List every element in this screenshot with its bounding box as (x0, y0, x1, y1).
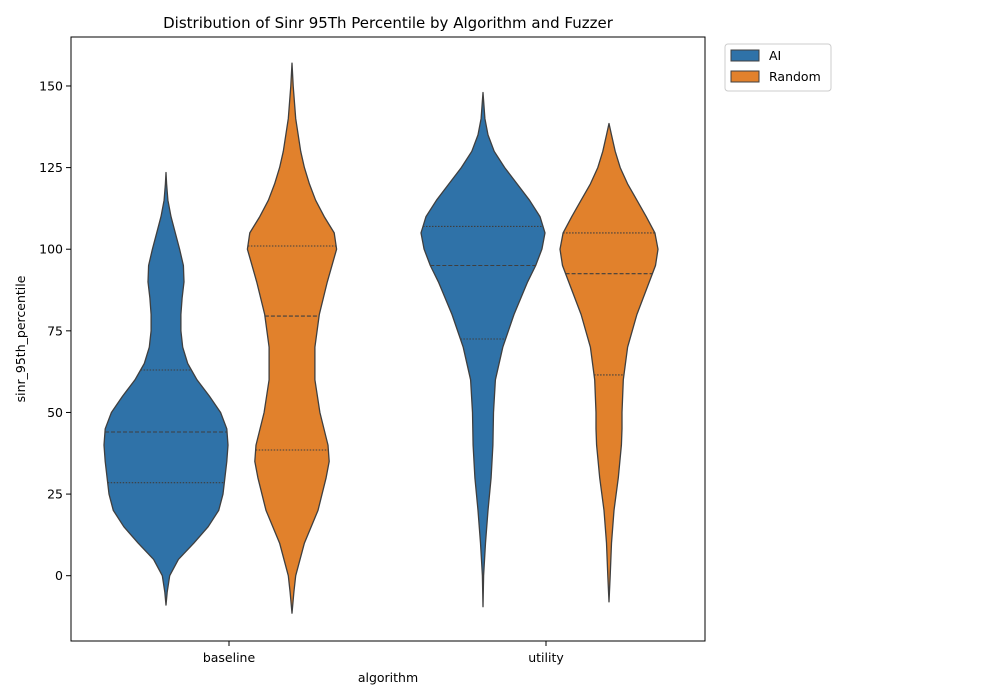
violin-random-utility (559, 122, 659, 603)
violin-ai-utility (420, 91, 546, 608)
plot-frame (70, 36, 706, 642)
y-axis-label: sinr_95th_percentile (13, 275, 28, 402)
y-tick-label: 150 (39, 78, 63, 93)
x-tick-label: baseline (203, 650, 256, 665)
violin-body (103, 171, 229, 606)
y-tick-label: 125 (39, 160, 63, 175)
violin-body (420, 91, 546, 608)
violin-body (246, 62, 338, 614)
x-axis: baseline utility (203, 641, 564, 665)
legend-label: Random (769, 69, 821, 84)
y-tick-label: 50 (47, 405, 63, 420)
legend-swatch (730, 70, 760, 83)
chart-title: Distribution of Sinr 95Th Percentile by … (163, 14, 614, 32)
legend: AI Random (724, 43, 832, 92)
y-tick-label: 25 (47, 487, 63, 502)
legend-label: AI (769, 48, 781, 63)
violin-random-baseline (246, 62, 338, 614)
x-axis-label: algorithm (358, 670, 418, 685)
legend-swatch (730, 49, 760, 62)
plot-area (103, 62, 659, 614)
y-tick-label: 75 (47, 323, 63, 338)
x-tick-label: utility (528, 650, 564, 665)
violin-body (559, 122, 659, 603)
violin-ai-baseline (103, 171, 229, 606)
y-tick-label: 0 (55, 568, 63, 583)
y-axis: 0 25 50 75 100 125 150 (39, 78, 71, 583)
y-tick-label: 100 (39, 242, 63, 257)
